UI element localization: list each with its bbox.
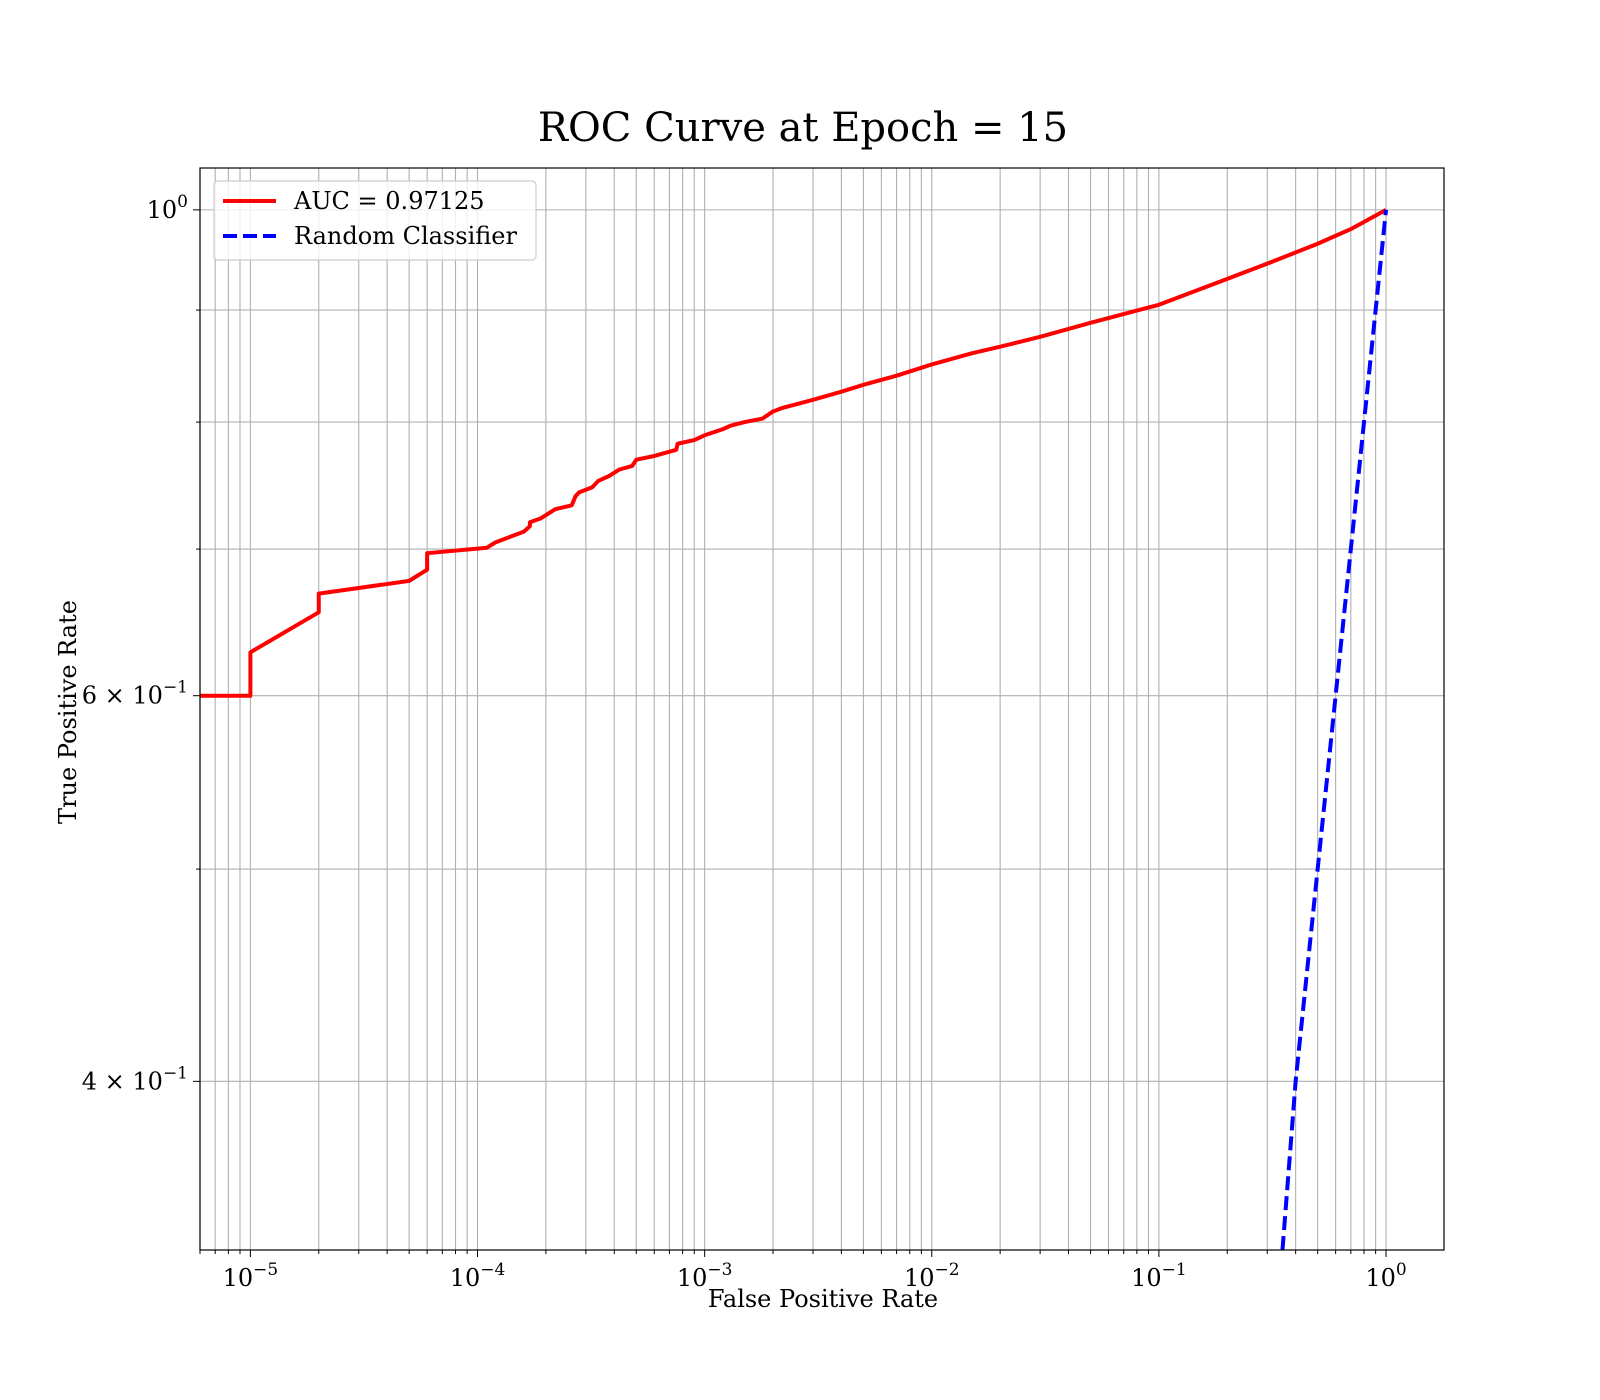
series-lines [200,208,1389,1250]
x-tick-label: 100 [1365,1260,1406,1292]
x-axis-label: False Positive Rate [708,1285,938,1313]
y-tick-label: 4 × 10−1 [82,1063,188,1095]
legend-label-auc: AUC = 0.97125 [293,187,485,215]
chart-title: ROC Curve at Epoch = 15 [538,105,1068,151]
x-tick-label: 10−5 [223,1260,279,1292]
grid-lines [199,168,1444,1250]
x-tick-label: 10−2 [904,1260,960,1292]
x-tick-label: 10−1 [1131,1260,1187,1292]
x-tick-label: 10−3 [677,1260,733,1292]
legend-box [213,180,537,261]
y-tick-label: 6 × 10−1 [82,678,188,710]
legend: AUC = 0.97125 Random Classifier [213,180,537,261]
y-axis-label: True Positive Rate [54,600,82,824]
roc-curve-line [200,208,1387,698]
y-tick-label: 100 [147,192,188,224]
axis-ticks: 10−5 10−4 10−3 10−2 10−1 100 4 × 10−1 6 × 10−1 1… [82,192,1407,1292]
random-classifier-line [1280,209,1389,1250]
plot-area-frame [199,167,1445,1251]
x-tick-label: 10−4 [450,1260,506,1292]
legend-label-random: Random Classifier [294,222,517,250]
